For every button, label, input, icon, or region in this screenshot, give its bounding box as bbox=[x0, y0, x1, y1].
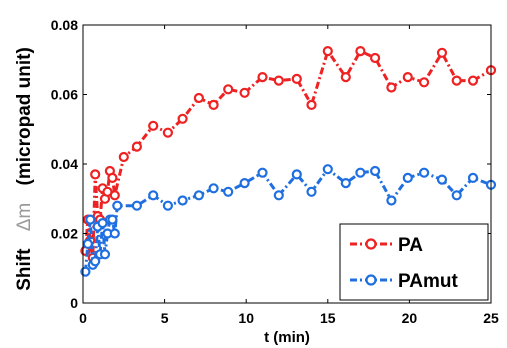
data-point-pamut bbox=[133, 202, 141, 210]
data-point-pa bbox=[453, 77, 461, 85]
y-tick-label: 0 bbox=[70, 295, 78, 311]
y-axis-title: Shift Δm (micropad unit) bbox=[14, 47, 35, 291]
data-point-pa bbox=[120, 153, 128, 161]
data-point-pa bbox=[108, 174, 116, 182]
x-tick-label: 15 bbox=[320, 310, 336, 326]
y-axis-title-prefix: Shift bbox=[14, 248, 35, 291]
y-tick-label: 0.04 bbox=[51, 156, 78, 172]
data-point-pamut bbox=[469, 174, 477, 182]
data-point-pamut bbox=[404, 174, 412, 182]
data-point-pa bbox=[133, 143, 141, 151]
data-point-pamut bbox=[84, 240, 92, 248]
data-point-pa bbox=[324, 47, 332, 55]
data-point-pa bbox=[438, 49, 446, 57]
data-point-pa bbox=[293, 75, 301, 83]
x-tick-label: 0 bbox=[79, 310, 87, 326]
x-tick-label: 10 bbox=[238, 310, 254, 326]
x-axis-title: t (min) bbox=[264, 329, 310, 346]
data-point-pa bbox=[241, 89, 249, 97]
x-tick-label: 25 bbox=[483, 310, 499, 326]
data-point-pa bbox=[387, 84, 395, 92]
data-point-pa bbox=[469, 77, 477, 85]
data-point-pamut bbox=[308, 188, 316, 196]
legend: PA PAmut bbox=[340, 224, 488, 300]
legend-label-pa: PA bbox=[398, 235, 423, 256]
data-point-pamut bbox=[453, 191, 461, 199]
data-point-pamut bbox=[195, 191, 203, 199]
data-point-pamut bbox=[179, 197, 187, 205]
data-point-pamut bbox=[324, 165, 332, 173]
data-point-pa bbox=[195, 94, 203, 102]
data-point-pamut bbox=[387, 197, 395, 205]
data-point-pamut bbox=[210, 184, 218, 192]
data-point-pa bbox=[224, 85, 232, 93]
data-point-pamut bbox=[86, 216, 94, 224]
y-tick-label: 0.06 bbox=[51, 87, 78, 103]
data-point-pa bbox=[356, 47, 364, 55]
legend-marker-pamut bbox=[367, 276, 376, 285]
data-point-pamut bbox=[356, 169, 364, 177]
data-point-pamut bbox=[164, 202, 172, 210]
x-tick-label: 5 bbox=[161, 310, 169, 326]
y-tick-label: 0.02 bbox=[51, 226, 78, 242]
data-point-pamut bbox=[275, 191, 283, 199]
data-point-pa bbox=[164, 129, 172, 137]
data-point-pa bbox=[149, 122, 157, 130]
data-point-pa bbox=[259, 73, 267, 81]
data-point-pa bbox=[308, 101, 316, 109]
legend-label-pamut: PAmut bbox=[398, 271, 458, 292]
x-tick-label: 20 bbox=[402, 310, 418, 326]
y-axis-title-suffix: (micropad unit) bbox=[14, 47, 35, 185]
data-point-pamut bbox=[259, 169, 267, 177]
data-point-pamut bbox=[149, 191, 157, 199]
data-point-pa bbox=[420, 78, 428, 86]
data-point-pamut bbox=[342, 179, 350, 187]
data-point-pa bbox=[179, 115, 187, 123]
data-point-pa bbox=[275, 77, 283, 85]
data-point-pamut bbox=[108, 216, 116, 224]
data-point-pamut bbox=[224, 188, 232, 196]
y-axis-title-symbol: Δm bbox=[14, 203, 35, 232]
y-tick-label: 0.08 bbox=[51, 17, 78, 33]
data-point-pa bbox=[210, 101, 218, 109]
data-point-pa bbox=[371, 54, 379, 62]
data-point-pamut bbox=[113, 202, 121, 210]
data-point-pamut bbox=[293, 170, 301, 178]
data-point-pamut bbox=[101, 250, 109, 258]
data-point-pa bbox=[342, 73, 350, 81]
data-point-pamut bbox=[371, 167, 379, 175]
legend-marker-pa bbox=[367, 240, 376, 249]
data-point-pamut bbox=[438, 176, 446, 184]
data-point-pamut bbox=[111, 230, 119, 238]
data-point-pamut bbox=[241, 179, 249, 187]
data-point-pa bbox=[404, 73, 412, 81]
data-point-pa bbox=[91, 170, 99, 178]
data-point-pa bbox=[111, 191, 119, 199]
data-point-pamut bbox=[420, 169, 428, 177]
